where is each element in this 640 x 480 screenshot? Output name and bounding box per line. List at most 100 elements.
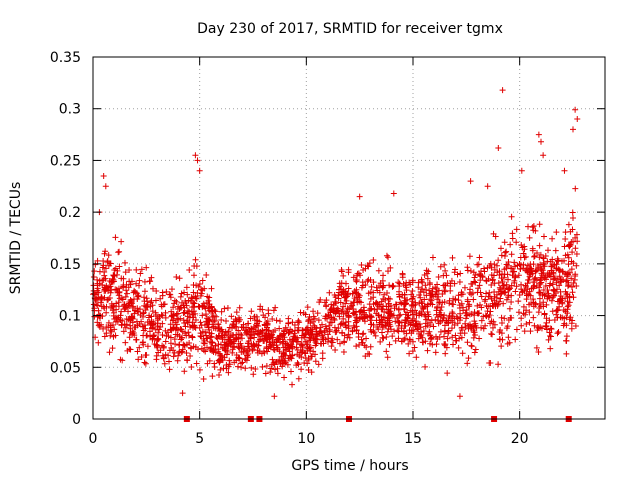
data-point xyxy=(221,342,228,349)
data-point xyxy=(452,295,459,302)
data-point xyxy=(264,320,271,327)
data-point xyxy=(123,287,130,294)
data-point xyxy=(520,303,527,310)
data-point xyxy=(313,333,320,340)
data-point xyxy=(564,298,571,305)
data-point xyxy=(454,271,461,278)
data-point xyxy=(259,306,266,313)
data-point xyxy=(378,298,385,305)
data-point xyxy=(457,310,464,317)
data-point xyxy=(228,313,235,320)
data-point xyxy=(484,183,491,190)
data-point xyxy=(299,327,306,334)
data-point xyxy=(169,312,176,319)
data-point xyxy=(554,298,561,305)
data-point xyxy=(449,301,456,308)
data-point xyxy=(110,312,117,319)
data-point xyxy=(562,236,569,243)
data-point xyxy=(161,360,168,367)
data-point xyxy=(548,297,555,304)
data-point xyxy=(501,271,508,278)
data-point xyxy=(100,276,107,283)
data-point xyxy=(356,298,363,305)
data-point xyxy=(495,257,502,264)
data-point xyxy=(282,352,289,359)
data-point xyxy=(522,311,529,318)
data-point xyxy=(188,363,195,370)
data-point xyxy=(442,350,449,357)
data-point xyxy=(535,263,542,270)
data-point xyxy=(455,292,462,299)
data-point xyxy=(536,300,543,307)
data-point xyxy=(225,369,232,376)
data-point xyxy=(305,367,312,374)
data-point xyxy=(183,284,190,291)
data-point xyxy=(394,327,401,334)
data-point xyxy=(390,190,397,197)
data-point xyxy=(148,313,155,320)
data-point xyxy=(212,342,219,349)
data-point xyxy=(538,266,545,273)
data-point xyxy=(139,323,146,330)
data-point xyxy=(154,343,161,350)
data-point xyxy=(480,313,487,320)
data-point xyxy=(526,234,533,241)
data-point xyxy=(236,355,243,362)
data-point xyxy=(299,327,306,334)
data-point xyxy=(531,322,538,329)
data-point xyxy=(345,323,352,330)
data-point xyxy=(273,358,280,365)
y-tick-label: 0 xyxy=(72,412,81,428)
y-tick-label: 0.1 xyxy=(59,309,81,325)
data-point xyxy=(196,280,203,287)
data-point xyxy=(315,361,322,368)
data-point xyxy=(186,339,193,346)
data-point xyxy=(225,328,232,335)
data-point xyxy=(349,302,356,309)
data-point xyxy=(533,344,540,351)
data-point xyxy=(481,268,488,275)
data-point xyxy=(120,328,127,335)
data-point xyxy=(530,303,537,310)
data-point xyxy=(459,327,466,334)
data-point xyxy=(466,311,473,318)
data-point xyxy=(90,274,97,281)
data-point xyxy=(332,347,339,354)
data-point xyxy=(280,331,287,338)
data-point xyxy=(129,304,136,311)
data-point xyxy=(476,301,483,308)
data-point xyxy=(309,326,316,333)
data-point xyxy=(301,349,308,356)
data-point xyxy=(468,343,475,350)
data-point xyxy=(122,324,129,331)
data-point xyxy=(283,347,290,354)
data-point xyxy=(440,282,447,289)
data-point xyxy=(389,333,396,340)
x-tick-label: 5 xyxy=(195,431,204,447)
data-point xyxy=(262,314,269,321)
data-point xyxy=(345,285,352,292)
data-point xyxy=(402,301,409,308)
data-point xyxy=(382,297,389,304)
data-point xyxy=(304,360,311,367)
data-point xyxy=(203,332,210,339)
data-point xyxy=(252,366,259,373)
data-point xyxy=(197,330,204,337)
data-point xyxy=(238,349,245,356)
data-point xyxy=(149,285,156,292)
data-point xyxy=(209,373,216,380)
data-point xyxy=(417,294,424,301)
data-point xyxy=(239,335,246,342)
data-point xyxy=(305,345,312,352)
data-point xyxy=(426,287,433,294)
data-point xyxy=(216,324,223,331)
data-point xyxy=(563,291,570,298)
data-point xyxy=(570,238,577,245)
data-point xyxy=(111,315,118,322)
data-point xyxy=(295,361,302,368)
data-point xyxy=(442,267,449,274)
data-point xyxy=(517,261,524,268)
data-point xyxy=(175,352,182,359)
data-point xyxy=(495,145,502,152)
data-point xyxy=(339,329,346,336)
